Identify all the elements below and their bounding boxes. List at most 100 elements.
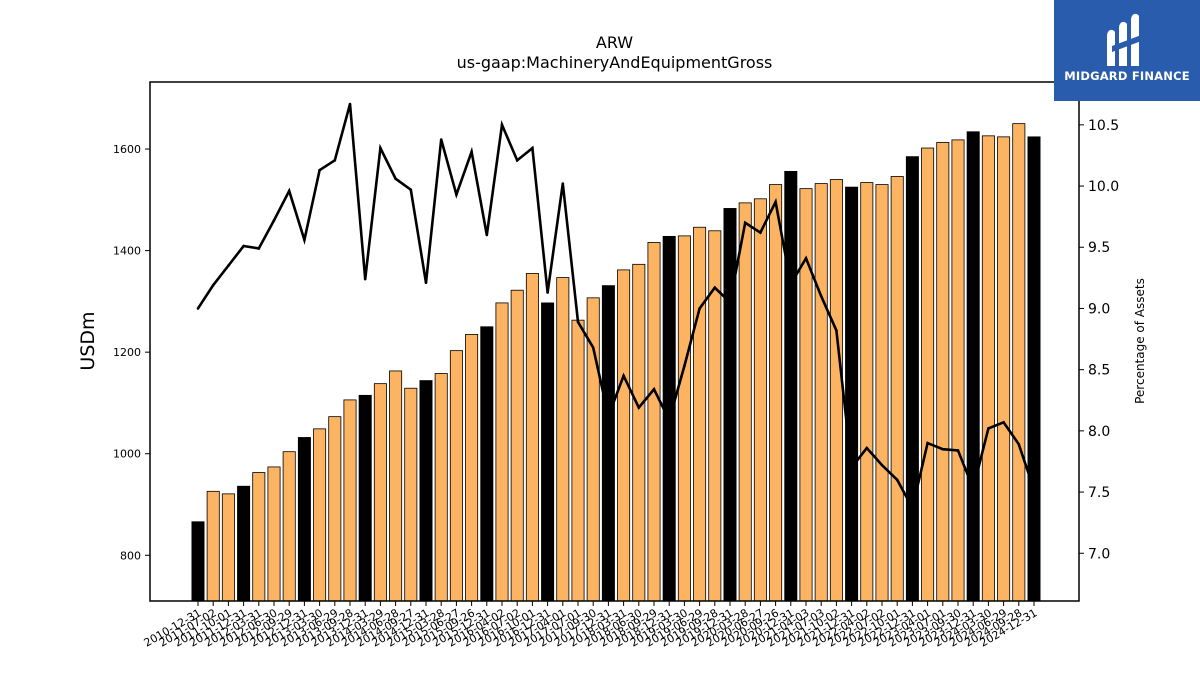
pct-point-2022-04-02 xyxy=(865,446,869,450)
bar-2011-10-01 xyxy=(221,493,235,602)
pct-point-2016-12-31 xyxy=(546,291,549,294)
pct-point-2023-09-30 xyxy=(956,449,960,452)
pct-point-2019-12-31 xyxy=(728,301,732,304)
bar-2022-07-02 xyxy=(875,184,889,602)
pct-point-2014-03-29 xyxy=(379,146,382,150)
pct-point-2019-03-30 xyxy=(683,364,686,368)
pct-point-2023-04-01 xyxy=(926,441,929,445)
pct-point-2016-07-02 xyxy=(515,159,519,162)
bar-2015-12-31 xyxy=(480,326,494,602)
bar-2021-10-02 xyxy=(829,179,843,602)
pct-point-2010-12-31 xyxy=(196,307,200,310)
bar-2012-06-30 xyxy=(267,466,281,602)
bar-2011-07-02 xyxy=(206,490,220,602)
pct-point-2020-09-26 xyxy=(774,200,777,204)
pct-point-2019-06-29 xyxy=(698,307,701,310)
bar-2019-03-30 xyxy=(677,235,691,602)
bar-2014-09-27 xyxy=(404,387,418,602)
bar-2012-12-31 xyxy=(297,437,311,602)
bar-2013-09-28 xyxy=(343,399,357,602)
y2-axis-label: Percentage of Assets xyxy=(1133,278,1147,404)
bar-2016-12-31 xyxy=(541,302,555,602)
y2-tick-label-9: 9.0 xyxy=(1088,301,1110,317)
pct-point-2013-09-28 xyxy=(348,102,352,106)
y2-tick-label-9.5: 9.5 xyxy=(1088,240,1110,256)
bar-2014-06-28 xyxy=(389,370,403,602)
y2-tick-label-8.5: 8.5 xyxy=(1088,363,1110,379)
bar-2016-10-01 xyxy=(525,273,539,602)
bar-2013-03-30 xyxy=(313,428,327,602)
y2-tick-label-7: 7.0 xyxy=(1088,546,1110,562)
bar-2023-12-31 xyxy=(966,131,980,602)
bar-2017-07-01 xyxy=(571,319,585,602)
pct-assets-line xyxy=(196,103,1036,512)
bar-2023-04-01 xyxy=(921,147,935,602)
chart-title: ARW xyxy=(596,33,633,52)
bar-2014-03-29 xyxy=(373,383,387,602)
y2-tick-label-8: 8.0 xyxy=(1088,424,1110,440)
pct-point-2020-06-27 xyxy=(759,231,762,234)
bar-2018-03-31 xyxy=(617,269,631,602)
pct-point-2013-06-29 xyxy=(333,159,337,162)
midgard-logo-icon xyxy=(1107,13,1144,66)
y2-tick-label-7.5: 7.5 xyxy=(1088,485,1110,501)
pct-point-2021-07-03 xyxy=(819,294,823,298)
pct-point-2019-09-28 xyxy=(713,286,717,289)
pct-point-2024-03-30 xyxy=(987,427,990,430)
bar-2015-06-27 xyxy=(449,350,463,602)
pct-point-2021-04-03 xyxy=(804,256,808,260)
bar-2017-04-01 xyxy=(556,277,570,602)
pct-point-2012-09-29 xyxy=(287,189,291,193)
bar-2024-03-30 xyxy=(981,135,995,602)
pct-point-2020-12-31 xyxy=(789,282,793,286)
bar-2023-09-30 xyxy=(951,139,965,602)
y-tick-label-1200: 1200 xyxy=(113,346,141,359)
left-axis: 800 1000 1200 1400 1600 xyxy=(113,143,150,562)
bar-2012-09-29 xyxy=(282,451,296,602)
pct-point-2017-04-01 xyxy=(561,182,565,185)
bar-2022-10-01 xyxy=(890,176,904,602)
bar-2017-12-31 xyxy=(601,285,615,602)
pct-point-2021-12-31 xyxy=(850,466,853,469)
pct-point-2012-12-31 xyxy=(303,238,306,242)
pct-point-2011-10-01 xyxy=(227,264,230,267)
midgard-finance-logo: MIDGARD FINANCE xyxy=(1054,0,1200,101)
bar-2022-12-31 xyxy=(905,156,919,602)
bar-2021-04-03 xyxy=(799,188,813,602)
pct-point-2017-09-30 xyxy=(591,346,595,349)
pct-point-2018-12-31 xyxy=(667,418,671,422)
pct-point-2015-12-31 xyxy=(485,233,489,237)
bar-2024-09-28 xyxy=(1012,123,1026,602)
bar-2020-06-27 xyxy=(753,198,767,602)
bar-2020-12-31 xyxy=(784,170,798,602)
bar-2023-07-01 xyxy=(936,142,950,602)
pct-point-2022-10-01 xyxy=(895,478,899,482)
pct-point-2013-03-30 xyxy=(318,168,321,172)
pct-point-2012-06-30 xyxy=(272,219,276,222)
y2-tick-label-10: 10.0 xyxy=(1088,179,1119,195)
bar-2014-12-31 xyxy=(419,380,433,602)
bar-2020-09-26 xyxy=(769,184,783,602)
pct-point-2014-09-27 xyxy=(409,188,413,192)
bar-2011-12-31 xyxy=(237,485,251,602)
bar-2017-09-30 xyxy=(586,297,600,602)
bar-2022-04-02 xyxy=(860,182,874,602)
y-tick-label-800: 800 xyxy=(120,549,141,562)
pct-point-2015-09-26 xyxy=(470,150,473,154)
pct-point-2024-09-28 xyxy=(1017,443,1021,446)
bar-2016-07-02 xyxy=(510,289,524,602)
chart-subtitle: us-gaap:MachineryAndEquipmentGross xyxy=(457,53,773,72)
bar-2013-06-29 xyxy=(328,416,342,602)
plot-frame xyxy=(149,81,1080,602)
pct-point-2011-07-02 xyxy=(211,283,215,287)
pct-point-2015-06-27 xyxy=(455,193,458,196)
bar-2012-03-31 xyxy=(252,472,266,602)
pct-point-2014-12-31 xyxy=(424,281,428,285)
pct-point-2018-06-30 xyxy=(637,406,641,409)
pct-point-2016-10-01 xyxy=(531,146,534,150)
bar-2021-07-03 xyxy=(814,183,828,602)
y-tick-label-1000: 1000 xyxy=(113,448,141,461)
pct-point-2022-12-31 xyxy=(911,506,914,510)
bar-2018-09-29 xyxy=(647,242,661,602)
